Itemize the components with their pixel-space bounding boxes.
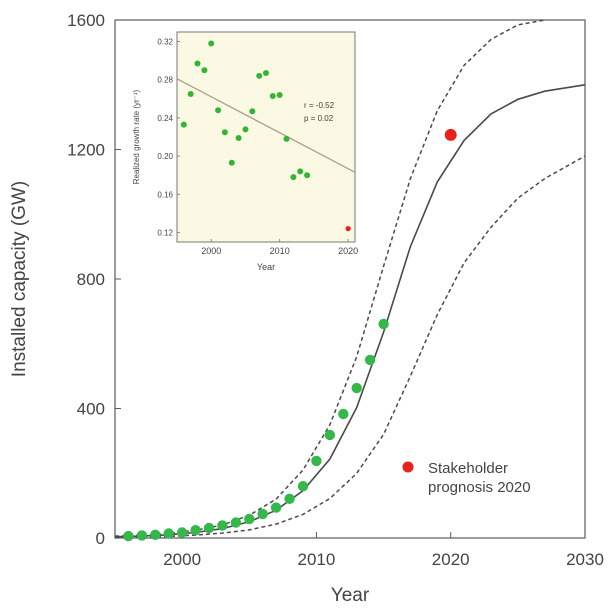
inset-point bbox=[180, 121, 187, 128]
inset-x-tick-label: 2000 bbox=[201, 246, 221, 256]
observed-point bbox=[230, 517, 242, 528]
inset-point bbox=[263, 70, 269, 76]
observed-point bbox=[176, 527, 188, 538]
legend-label-line: prognosis 2020 bbox=[428, 479, 531, 496]
legend-label-line: Stakeholder bbox=[428, 460, 508, 477]
inset-point bbox=[276, 92, 283, 98]
main-x-tick-label: 2030 bbox=[566, 550, 604, 569]
inset-point bbox=[256, 72, 263, 79]
observed-point bbox=[150, 529, 161, 540]
legend: Stakeholder prognosis 2020 bbox=[402, 460, 531, 496]
inset-point bbox=[304, 172, 311, 179]
inset-y-axis-label: Realized growth rate (yr⁻¹) bbox=[132, 89, 141, 184]
inset-plot: 2000 2010 2020 0.12 0.16 0.20 0.24 0.28 0.32 Ye… bbox=[132, 31, 358, 272]
inset-x-tick-label: 2020 bbox=[338, 246, 358, 256]
observed-point bbox=[378, 318, 389, 330]
inset-y-tick-label: 0.32 bbox=[157, 38, 173, 47]
inset-plot-frame bbox=[176, 31, 356, 243]
inset-point bbox=[242, 126, 249, 133]
lower-bound-line bbox=[114, 155, 586, 539]
observed-point bbox=[257, 508, 268, 520]
inset-y-ticks: 0.12 0.16 0.20 0.24 0.28 0.32 bbox=[157, 38, 180, 237]
observed-point bbox=[190, 525, 201, 536]
main-x-ticks: 2000 2010 2020 2030 bbox=[163, 532, 604, 569]
inset-trend-line bbox=[176, 78, 356, 173]
inset-point bbox=[235, 135, 242, 141]
main-x-tick-label: 2010 bbox=[298, 550, 336, 569]
main-x-tick-label: 2020 bbox=[432, 550, 470, 569]
main-plot: 2000 2010 2020 2030 0 400 800 1200 1600 Year In… bbox=[9, 11, 604, 606]
main-y-tick-label: 400 bbox=[77, 400, 105, 419]
legend-label: Stakeholder prognosis 2020 bbox=[428, 460, 531, 496]
stakeholder-point bbox=[444, 128, 457, 141]
main-y-tick-label: 0 bbox=[96, 529, 105, 548]
inset-point bbox=[269, 93, 276, 99]
observed-point bbox=[338, 408, 349, 420]
inset-y-tick-label: 0.20 bbox=[157, 152, 173, 161]
inset-point bbox=[290, 174, 297, 181]
inset-annotation-r: r = -0.52 bbox=[304, 101, 335, 110]
inset-point bbox=[283, 135, 290, 142]
main-x-tick-label: 2000 bbox=[163, 550, 201, 569]
observed-point bbox=[284, 493, 295, 504]
observed-point bbox=[244, 513, 255, 525]
observed-point bbox=[311, 455, 322, 467]
inset-point bbox=[201, 67, 208, 74]
inset-x-tick-label: 2010 bbox=[270, 246, 290, 256]
inset-x-ticks: 2000 2010 2020 bbox=[201, 239, 358, 256]
main-x-axis-label: Year bbox=[331, 585, 370, 606]
legend-marker bbox=[402, 461, 414, 473]
inset-series bbox=[176, 40, 356, 232]
inset-y-tick-label: 0.12 bbox=[157, 228, 173, 237]
observed-point bbox=[123, 530, 134, 542]
inset-point bbox=[221, 129, 228, 136]
main-y-tick-label: 1200 bbox=[67, 141, 105, 160]
observed-point bbox=[364, 354, 376, 366]
main-y-tick-label: 1600 bbox=[67, 11, 105, 30]
inset-y-tick-label: 0.24 bbox=[157, 114, 173, 123]
observed-point bbox=[351, 382, 362, 394]
inset-y-tick-label: 0.28 bbox=[157, 76, 173, 85]
main-y-tick-label: 800 bbox=[77, 270, 105, 289]
observed-point bbox=[324, 429, 336, 441]
inset-point bbox=[215, 107, 222, 114]
inset-highlight-point bbox=[345, 226, 351, 232]
inset-point bbox=[187, 91, 194, 97]
observed-point bbox=[136, 530, 148, 541]
fit-curve-line bbox=[114, 84, 586, 538]
observed-point bbox=[270, 502, 282, 513]
main-y-axis-label: Installed capacity (GW) bbox=[9, 181, 30, 377]
inset-y-tick-label: 0.16 bbox=[157, 190, 173, 199]
observed-point bbox=[163, 528, 174, 539]
inset-point bbox=[194, 60, 201, 67]
observed-point bbox=[297, 481, 309, 492]
inset-point bbox=[228, 159, 235, 166]
inset-point bbox=[249, 108, 256, 115]
inset-x-axis-label: Year bbox=[257, 262, 275, 272]
observed-point bbox=[203, 522, 215, 534]
main-series bbox=[114, 19, 586, 542]
observed-point bbox=[217, 520, 228, 531]
inset-point bbox=[297, 168, 304, 175]
inset-point bbox=[208, 40, 215, 47]
inset-annotation-p: p = 0.02 bbox=[304, 114, 334, 123]
main-y-ticks: 0 400 800 1200 1600 bbox=[67, 11, 121, 548]
